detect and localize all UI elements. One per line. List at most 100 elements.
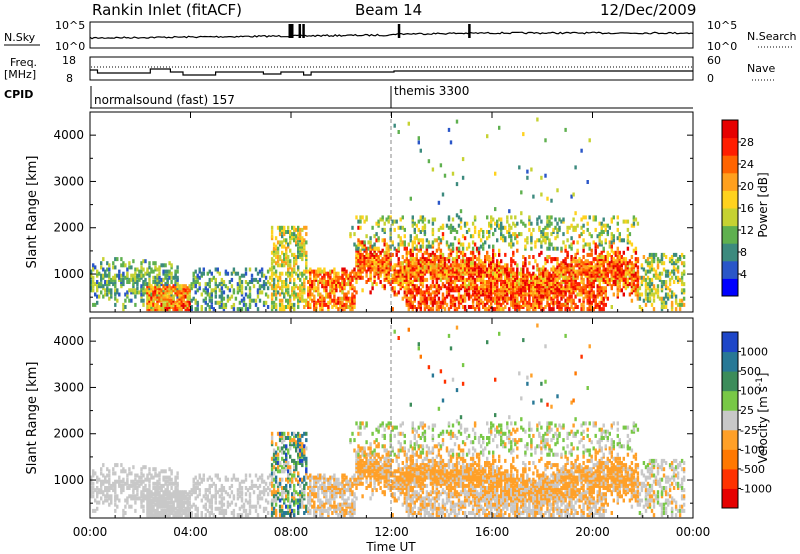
velocity-cell: [166, 502, 169, 507]
power-cell: [248, 267, 252, 272]
power-cell: [586, 275, 589, 280]
power-cell: [638, 275, 642, 280]
power-cell: [658, 271, 662, 276]
power-cell: [461, 252, 465, 257]
velocity-cell: [162, 502, 165, 507]
power-cell: [534, 298, 537, 303]
power-cell: [608, 244, 611, 249]
velocity-cell: [240, 504, 244, 509]
power-cell: [498, 223, 501, 228]
power-cell: [283, 232, 286, 237]
power-cell: [652, 273, 656, 278]
power-cell: [419, 257, 422, 262]
power-cell: [574, 305, 577, 309]
power-cell: [353, 288, 356, 293]
power-cell: [134, 290, 137, 295]
power-cell: [556, 230, 559, 234]
power-cell: [299, 296, 302, 301]
power-cell: [622, 238, 625, 243]
power-cell: [433, 294, 437, 299]
velocity-cell: [154, 481, 157, 486]
velocity-cell: [180, 498, 183, 503]
power-cell: [588, 263, 591, 268]
power-cell: [383, 259, 386, 264]
power-cell: [554, 225, 557, 230]
power-cell: [668, 257, 672, 262]
velocity-cell: [198, 488, 201, 493]
power-cell: [564, 261, 567, 266]
power-cell: [172, 300, 175, 305]
power-cell: [347, 305, 350, 309]
velocity-cell: [190, 504, 193, 509]
power-cell: [626, 271, 630, 276]
power-cell: [596, 271, 599, 276]
velocity-cell: [148, 511, 151, 515]
power-cell: [321, 284, 324, 289]
power-cell: [610, 248, 613, 253]
power-cell: [303, 252, 306, 257]
power-cell: [343, 280, 346, 284]
velocity-cell: [156, 483, 159, 488]
power-cell: [554, 236, 557, 241]
power-cell: [524, 223, 527, 228]
power-cell: [568, 284, 571, 289]
power-cell: [540, 280, 543, 284]
power-cell: [560, 284, 563, 289]
velocity-cell: [220, 502, 224, 507]
power-cell: [180, 296, 183, 301]
power-cell: [498, 302, 501, 307]
power-cell: [449, 223, 453, 228]
power-cell: [580, 288, 583, 293]
power-cell: [594, 244, 597, 249]
power-cell: [500, 275, 503, 280]
power-cell: [301, 227, 304, 232]
power-cell: [498, 277, 501, 282]
power-cell: [431, 250, 435, 255]
power-cell: [562, 269, 565, 274]
power-cell: [258, 290, 262, 295]
velocity-cell: [170, 498, 173, 503]
power-cell: [92, 267, 95, 272]
velocity-cell: [244, 498, 248, 503]
power-cell: [461, 175, 465, 180]
power-cell: [658, 296, 662, 301]
power-cell: [526, 300, 529, 305]
velocity-cell: [162, 483, 165, 488]
power-cell: [315, 277, 318, 282]
power-cell: [568, 269, 571, 274]
power-cell: [600, 300, 603, 305]
power-cell: [514, 290, 517, 295]
power-cell: [682, 288, 686, 293]
power-cell: [502, 238, 505, 243]
velocity-cell: [152, 504, 155, 509]
velocity-cell: [244, 513, 248, 518]
power-cell: [546, 296, 549, 301]
power-cell: [608, 282, 611, 287]
power-cell: [327, 294, 330, 299]
power-cell: [152, 275, 155, 280]
power-cell: [455, 284, 459, 289]
velocity-cell: [182, 500, 185, 505]
velocity-cell: [148, 488, 151, 493]
power-cell: [188, 305, 191, 309]
power-cell: [465, 284, 469, 289]
power-cell: [305, 252, 308, 257]
power-cell: [586, 227, 589, 232]
power-cell: [502, 265, 505, 270]
power-cell: [104, 269, 107, 274]
power-cell: [572, 298, 575, 303]
power-cell: [148, 305, 151, 309]
velocity-cell: [110, 483, 113, 488]
velocity-cell: [102, 479, 105, 484]
power-cell: [339, 288, 342, 293]
power-cell: [616, 288, 619, 293]
power-cell: [441, 305, 445, 309]
power-cell: [391, 219, 394, 224]
power-cell: [323, 267, 326, 272]
power-cell: [156, 292, 159, 297]
power-cell: [496, 259, 499, 264]
power-cell: [114, 288, 117, 293]
power-cell: [504, 275, 507, 280]
power-cell: [492, 288, 495, 293]
